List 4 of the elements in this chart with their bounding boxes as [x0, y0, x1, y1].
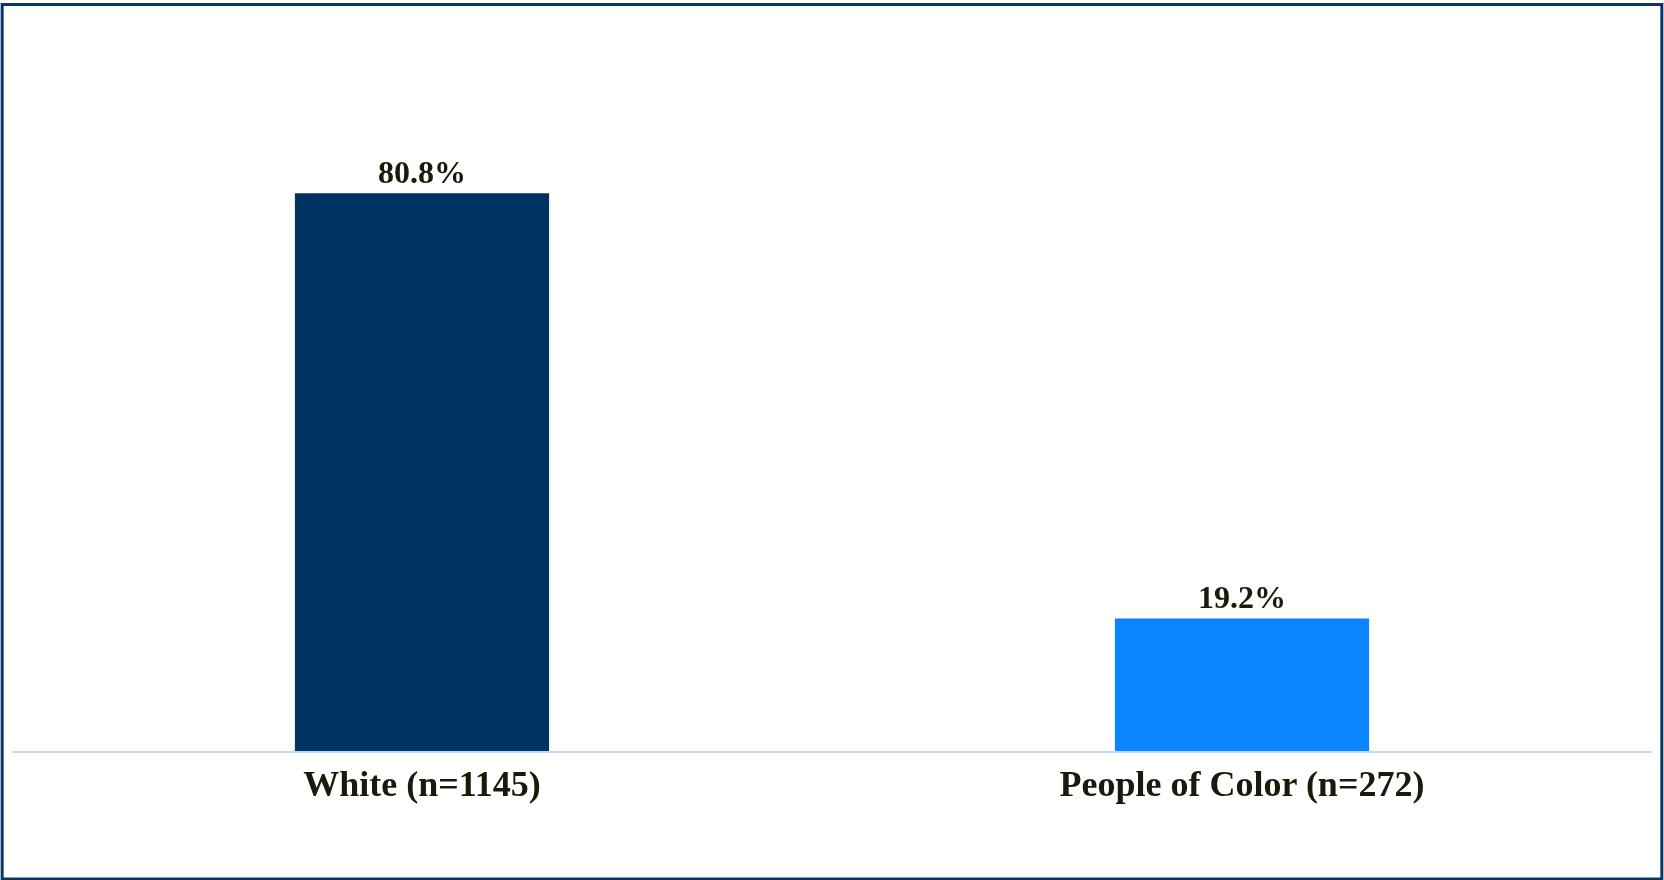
data-label: 80.8% — [378, 154, 466, 191]
x-tick-label: White (n=1145) — [303, 763, 541, 804]
x-tick-label: People of Color (n=272) — [1059, 763, 1425, 804]
data-label: 19.2% — [1198, 579, 1286, 616]
